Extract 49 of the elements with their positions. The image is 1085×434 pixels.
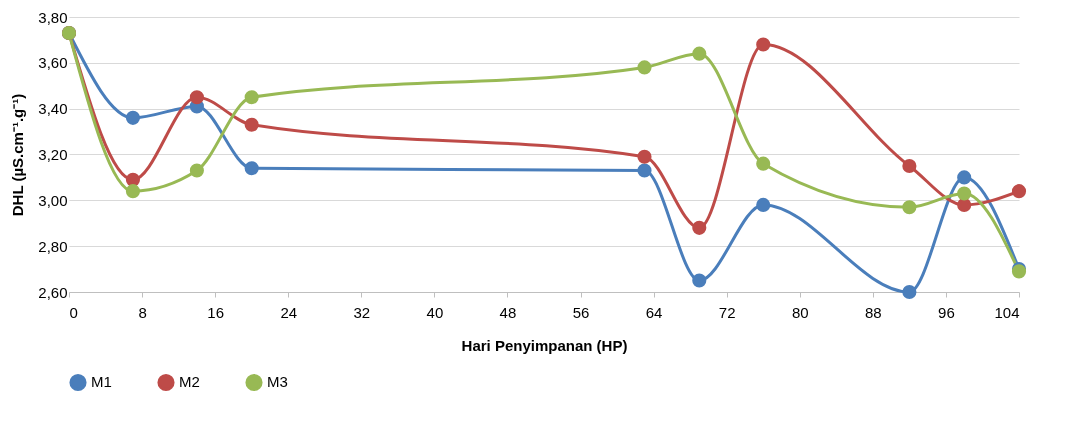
point (756, 156, 771, 171)
legend-label: M2 (179, 373, 200, 391)
x-tick-label: 32 (353, 303, 371, 321)
point (1011, 184, 1027, 199)
point (902, 284, 917, 300)
x-tick-label: 48 (499, 303, 517, 321)
x-tick-label: 88 (865, 303, 882, 321)
point (957, 197, 972, 212)
point (244, 117, 259, 132)
point (902, 200, 917, 215)
point (957, 170, 972, 185)
legend-label: M3 (267, 373, 288, 391)
point (692, 46, 707, 61)
y-tick-label: 3,80 (38, 8, 68, 26)
x-tick-label: 8 (138, 303, 147, 321)
y-tick-label: 2,60 (38, 283, 68, 301)
point (637, 163, 652, 178)
x-tick-label: 80 (791, 303, 809, 321)
point (902, 158, 917, 174)
x-tick-label: 72 (718, 303, 736, 321)
x-tick-label: 104 (994, 303, 1020, 321)
point (637, 149, 652, 164)
x-tick-label: 40 (426, 303, 444, 321)
y-tick-label: 3,40 (38, 100, 68, 118)
point (692, 220, 707, 235)
point (244, 90, 259, 105)
y-tick-label: 3,00 (38, 191, 68, 209)
point (244, 161, 259, 176)
y-tick-label: 3,20 (38, 146, 68, 163)
point (189, 163, 204, 178)
point (692, 273, 707, 288)
point (756, 37, 771, 52)
y-tick-label: 2,80 (38, 237, 68, 255)
x-axis-title: Hari Penyimpanan (HP) (461, 336, 628, 354)
point (637, 60, 652, 75)
point (189, 90, 204, 105)
x-tick-label: 64 (645, 303, 663, 321)
x-tick-label: 24 (280, 303, 298, 321)
point (125, 184, 141, 199)
legend-label: M1 (91, 373, 112, 391)
y-axis-title: DHL (µS.cm⁻¹.g⁻¹) (9, 93, 27, 217)
x-tick-label: 96 (938, 303, 955, 321)
x-tick-label: 56 (572, 303, 590, 321)
point (756, 197, 771, 212)
y-tick-label: 3,60 (38, 54, 68, 72)
x-tick-label: 0 (69, 303, 78, 321)
x-tick-label: 16 (207, 303, 224, 321)
point (125, 110, 141, 125)
point (957, 186, 972, 201)
